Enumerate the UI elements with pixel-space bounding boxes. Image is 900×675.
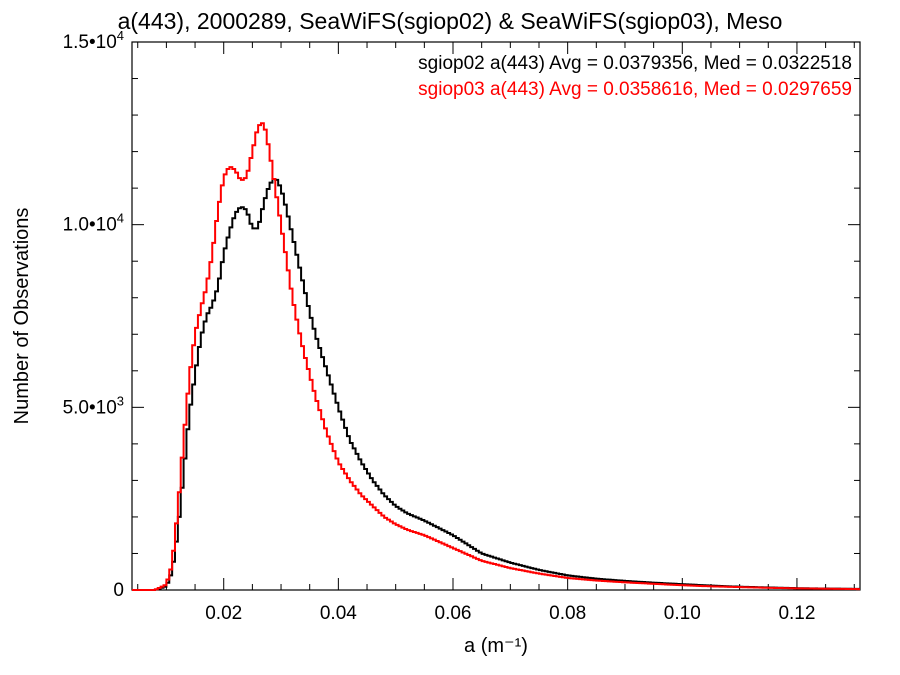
y-tick-label: 5.0•103 [63, 393, 124, 418]
legend-entry-1: sgiop02 a(443) Avg = 0.0379356, Med = 0.… [418, 53, 852, 74]
chart-title: a(443), 2000289, SeaWiFS(sgiop02) & SeaW… [118, 8, 783, 34]
y-tick-label: 1.0•104 [63, 211, 124, 236]
y-tick-label: 1.5•104 [63, 28, 124, 53]
x-tick-label: 0.04 [320, 603, 357, 624]
axis-ticks [132, 41, 860, 591]
y-axis-label: Number of Observations [11, 208, 33, 425]
y-tick-label: 0 [113, 580, 124, 601]
y-tick-mantissa: 5.0•10 [63, 397, 117, 418]
histogram-series-2 [132, 122, 860, 591]
x-tick-label: 0.12 [778, 603, 815, 624]
y-tick-mantissa: 0 [113, 580, 124, 601]
x-tick-label: 0.06 [435, 603, 472, 624]
x-tick-label: 0.10 [664, 603, 701, 624]
histogram-series-1 [132, 178, 860, 591]
x-tick-label: 0.02 [205, 603, 242, 624]
plot-frame [131, 41, 861, 591]
y-tick-exponent: 4 [117, 28, 124, 43]
x-axis-label: a (m⁻¹) [464, 635, 528, 657]
legend: sgiop02 a(443) Avg = 0.0379356, Med = 0.… [418, 53, 852, 100]
y-tick-exponent: 4 [117, 211, 124, 226]
y-tick-mantissa: 1.5•10 [63, 32, 117, 53]
y-tick-mantissa: 1.0•10 [63, 215, 117, 236]
x-tick-label: 0.08 [549, 603, 586, 624]
y-tick-exponent: 3 [117, 393, 124, 408]
legend-entry-2: sgiop03 a(443) Avg = 0.0358616, Med = 0.… [418, 79, 852, 100]
x-tick-labels: 0.02 0.04 0.06 0.08 0.10 0.12 [205, 603, 815, 624]
series-layer [132, 122, 860, 591]
